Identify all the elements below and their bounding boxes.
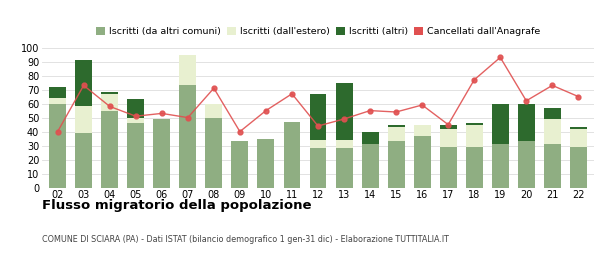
Bar <box>205 118 223 188</box>
Bar <box>127 123 144 188</box>
Bar <box>466 125 482 147</box>
Bar <box>284 122 301 188</box>
Bar <box>362 132 379 144</box>
Bar <box>75 133 92 188</box>
Bar <box>335 148 353 188</box>
Bar <box>127 99 144 118</box>
Bar <box>101 92 118 94</box>
Bar <box>570 129 587 147</box>
Bar <box>49 87 66 98</box>
Bar <box>257 139 274 188</box>
Bar <box>154 119 170 188</box>
Bar <box>570 127 587 129</box>
Bar <box>179 85 196 188</box>
Bar <box>440 147 457 188</box>
Legend: Iscritti (da altri comuni), Iscritti (dall'estero), Iscritti (altri), Cancellati: Iscritti (da altri comuni), Iscritti (da… <box>92 23 544 40</box>
Bar <box>388 125 404 127</box>
Bar <box>310 148 326 188</box>
Bar <box>335 83 353 140</box>
Bar <box>335 140 353 148</box>
Bar <box>75 60 92 106</box>
Bar <box>362 144 379 188</box>
Bar <box>205 104 223 118</box>
Bar <box>49 104 66 188</box>
Bar <box>413 136 431 188</box>
Bar <box>179 55 196 85</box>
Text: Flusso migratorio della popolazione: Flusso migratorio della popolazione <box>42 199 311 212</box>
Bar <box>310 140 326 148</box>
Bar <box>127 118 144 123</box>
Bar <box>544 144 561 188</box>
Bar <box>544 108 561 119</box>
Bar <box>310 94 326 140</box>
Bar <box>232 141 248 188</box>
Bar <box>440 129 457 147</box>
Bar <box>101 94 118 111</box>
Bar <box>75 106 92 133</box>
Bar <box>492 144 509 188</box>
Bar <box>518 104 535 141</box>
Bar <box>544 119 561 144</box>
Bar <box>388 141 404 188</box>
Bar <box>440 125 457 129</box>
Bar <box>570 147 587 188</box>
Bar <box>518 141 535 188</box>
Bar <box>101 111 118 188</box>
Text: COMUNE DI SCIARA (PA) - Dati ISTAT (bilancio demografico 1 gen-31 dic) - Elabora: COMUNE DI SCIARA (PA) - Dati ISTAT (bila… <box>42 235 449 244</box>
Bar <box>492 104 509 144</box>
Bar <box>49 98 66 104</box>
Bar <box>413 125 431 136</box>
Bar <box>466 147 482 188</box>
Bar <box>466 123 482 125</box>
Bar <box>388 127 404 141</box>
